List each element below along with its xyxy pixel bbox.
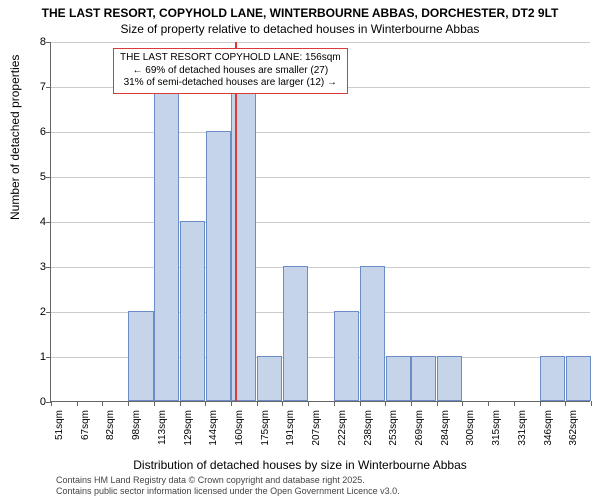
y-tick-label: 7	[20, 81, 46, 93]
x-tick-label: 362sqm	[568, 410, 579, 446]
annotation-line-3: 31% of semi-detached houses are larger (…	[120, 77, 341, 90]
x-tick	[154, 401, 155, 406]
histogram-bar	[386, 356, 411, 401]
x-tick-label: 238sqm	[363, 410, 374, 446]
grid-line	[51, 222, 590, 223]
y-tick	[46, 42, 51, 43]
x-tick	[565, 401, 566, 406]
x-tick	[205, 401, 206, 406]
x-tick	[128, 401, 129, 406]
x-tick	[488, 401, 489, 406]
x-tick	[462, 401, 463, 406]
y-tick-label: 5	[20, 171, 46, 183]
histogram-bar	[154, 86, 179, 401]
x-tick	[540, 401, 541, 406]
x-tick-label: 51sqm	[54, 410, 65, 440]
grid-line	[51, 42, 590, 43]
y-tick-label: 3	[20, 261, 46, 273]
histogram-bar	[283, 266, 308, 401]
histogram-bar	[128, 311, 153, 401]
y-tick	[46, 177, 51, 178]
y-tick-label: 0	[20, 396, 46, 408]
x-tick-label: 284sqm	[440, 410, 451, 446]
x-tick	[360, 401, 361, 406]
grid-line	[51, 267, 590, 268]
x-tick	[411, 401, 412, 406]
x-tick-label: 191sqm	[285, 410, 296, 446]
x-tick-label: 300sqm	[465, 410, 476, 446]
x-tick	[51, 401, 52, 406]
y-tick	[46, 312, 51, 313]
plot-area: THE LAST RESORT COPYHOLD LANE: 156sqm ← …	[50, 42, 590, 402]
x-tick-label: 160sqm	[234, 410, 245, 446]
histogram-bar	[257, 356, 282, 401]
attribution-line-1: Contains HM Land Registry data © Crown c…	[56, 475, 400, 485]
x-tick-label: 222sqm	[337, 410, 348, 446]
histogram-bar	[540, 356, 565, 401]
y-tick-label: 4	[20, 216, 46, 228]
histogram-bar	[437, 356, 462, 401]
annotation-line-2: ← 69% of detached houses are smaller (27…	[120, 65, 341, 78]
y-tick	[46, 132, 51, 133]
y-tick	[46, 267, 51, 268]
x-tick	[591, 401, 592, 406]
x-tick	[257, 401, 258, 406]
x-tick	[231, 401, 232, 406]
histogram-bar	[411, 356, 436, 401]
histogram-chart: THE LAST RESORT, COPYHOLD LANE, WINTERBO…	[0, 0, 600, 500]
x-tick	[437, 401, 438, 406]
x-tick-label: 67sqm	[80, 410, 91, 440]
grid-line	[51, 177, 590, 178]
x-tick-label: 269sqm	[414, 410, 425, 446]
y-tick-label: 1	[20, 351, 46, 363]
x-tick-label: 113sqm	[157, 410, 168, 445]
x-tick	[385, 401, 386, 406]
x-axis-title: Distribution of detached houses by size …	[0, 458, 600, 472]
x-tick	[514, 401, 515, 406]
x-tick-label: 331sqm	[517, 410, 528, 446]
histogram-bar	[206, 131, 231, 401]
x-tick-label: 82sqm	[105, 410, 116, 440]
x-tick	[334, 401, 335, 406]
reference-marker	[235, 42, 237, 401]
x-tick	[180, 401, 181, 406]
x-tick-label: 315sqm	[491, 410, 502, 446]
attribution: Contains HM Land Registry data © Crown c…	[56, 475, 400, 496]
annotation-line-1: THE LAST RESORT COPYHOLD LANE: 156sqm	[120, 52, 341, 65]
y-tick	[46, 357, 51, 358]
x-tick-label: 98sqm	[131, 410, 142, 440]
y-tick	[46, 87, 51, 88]
y-tick	[46, 222, 51, 223]
grid-line	[51, 132, 590, 133]
attribution-line-2: Contains public sector information licen…	[56, 486, 400, 496]
histogram-bar	[360, 266, 385, 401]
histogram-bar	[334, 311, 359, 401]
chart-title: THE LAST RESORT, COPYHOLD LANE, WINTERBO…	[0, 0, 600, 22]
chart-subtitle: Size of property relative to detached ho…	[0, 22, 600, 40]
x-tick	[102, 401, 103, 406]
histogram-bar	[180, 221, 205, 401]
x-tick	[308, 401, 309, 406]
x-tick-label: 346sqm	[543, 410, 554, 446]
y-tick-label: 8	[20, 36, 46, 48]
histogram-bar	[566, 356, 591, 401]
x-tick-label: 129sqm	[183, 410, 194, 446]
x-tick-label: 175sqm	[260, 410, 271, 446]
y-tick-label: 6	[20, 126, 46, 138]
annotation-box: THE LAST RESORT COPYHOLD LANE: 156sqm ← …	[113, 48, 348, 94]
x-tick-label: 144sqm	[208, 410, 219, 446]
x-tick-label: 253sqm	[388, 410, 399, 446]
x-tick	[77, 401, 78, 406]
x-tick	[282, 401, 283, 406]
y-tick-label: 2	[20, 306, 46, 318]
x-tick-label: 207sqm	[311, 410, 322, 446]
